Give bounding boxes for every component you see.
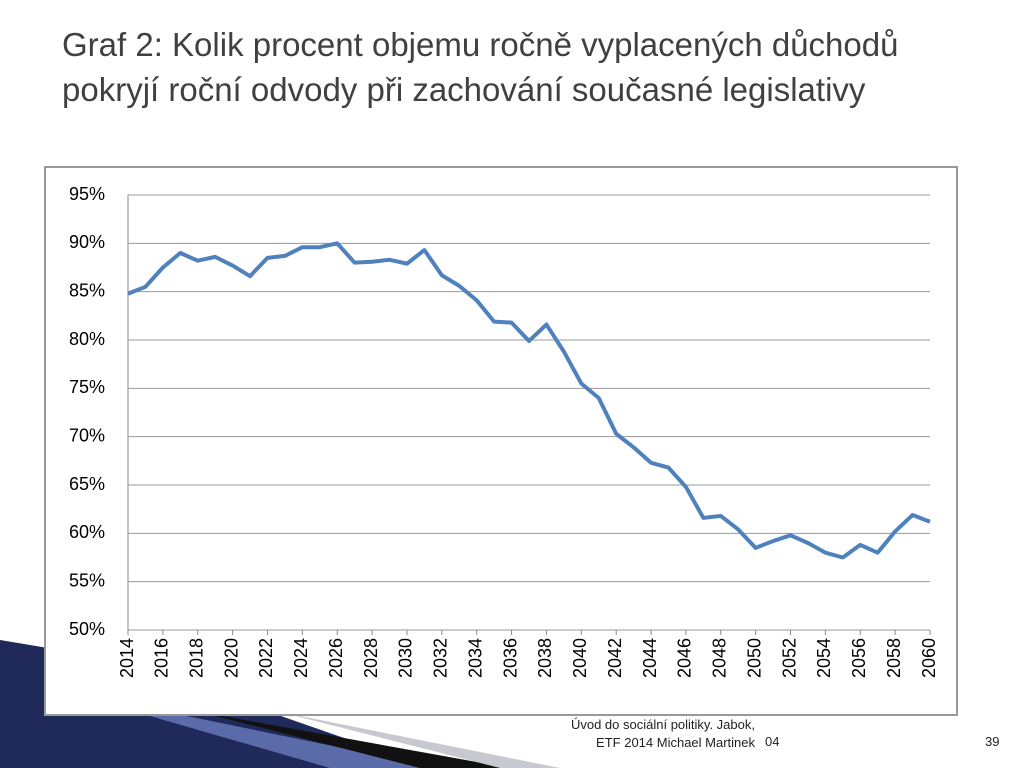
x-tick-label: 2028 [361, 638, 381, 678]
y-tick-label: 95% [69, 184, 105, 204]
decor [200, 712, 510, 768]
x-tick-label: 2016 [152, 638, 172, 678]
x-tick-label: 2052 [779, 638, 799, 678]
x-tick-label: 2022 [256, 638, 276, 678]
x-tick-label: 2060 [919, 638, 939, 678]
x-tick-label: 2018 [186, 638, 206, 678]
x-tick-label: 2044 [640, 638, 660, 678]
x-tick-label: 2040 [570, 638, 590, 678]
x-tick-label: 2036 [500, 638, 520, 678]
y-tick-label: 60% [69, 522, 105, 542]
x-tick-label: 2058 [884, 638, 904, 678]
x-tick-label: 2024 [291, 638, 311, 678]
x-tick-label: 2042 [605, 638, 625, 678]
footer-line: Úvod do sociální politiky. Jabok, [570, 717, 755, 732]
x-tick-label: 2046 [675, 638, 695, 678]
x-tick-label: 2032 [431, 638, 451, 678]
x-tick-label: 2020 [221, 638, 241, 678]
x-tick-label: 2014 [117, 638, 137, 678]
x-tick-label: 2038 [535, 638, 555, 678]
y-tick-label: 90% [69, 232, 105, 252]
y-tick-label: 80% [69, 329, 105, 349]
footer: Úvod do sociální politiky. Jabok, ETF 201… [470, 716, 755, 752]
chart-frame [44, 166, 958, 716]
y-tick-label: 50% [69, 619, 105, 639]
y-tick-label: 75% [69, 377, 105, 397]
page-number: 39 [985, 734, 1000, 749]
y-tick-label: 85% [69, 280, 105, 300]
decor [280, 712, 560, 768]
y-tick-label: 70% [69, 425, 105, 445]
x-tick-label: 2050 [744, 638, 764, 678]
x-tick-label: 2034 [465, 638, 485, 678]
slide-title: Graf 2: Kolik procent objemu ročně vypla… [62, 26, 899, 108]
date: 04 [765, 734, 780, 749]
x-tick-label: 2026 [326, 638, 346, 678]
x-tick-label: 2056 [849, 638, 869, 678]
x-tick-label: 2054 [814, 638, 834, 678]
y-tick-label: 55% [69, 570, 105, 590]
y-tick-label: 65% [69, 474, 105, 494]
line [127, 241, 931, 560]
x-tick-label: 2030 [396, 638, 416, 678]
x-tick-label: 2048 [710, 638, 730, 678]
footer-line: ETF 2014 Michael Martinek [596, 735, 755, 750]
